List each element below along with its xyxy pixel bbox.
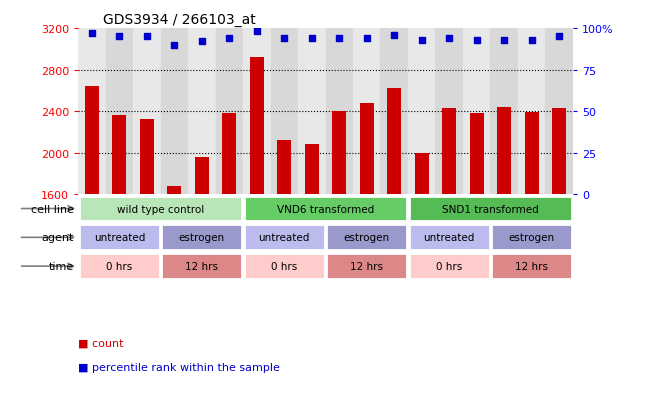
- Bar: [380, 29, 408, 195]
- Point: [361, 36, 372, 42]
- Bar: [552, 109, 566, 195]
- Text: 12 hrs: 12 hrs: [186, 261, 218, 271]
- Bar: [133, 29, 161, 195]
- Point: [251, 29, 262, 36]
- Bar: [470, 114, 484, 195]
- Bar: [546, 29, 573, 195]
- Point: [471, 37, 482, 44]
- Bar: [518, 29, 546, 195]
- FancyBboxPatch shape: [492, 225, 572, 251]
- Bar: [215, 29, 243, 195]
- Text: agent: agent: [42, 233, 74, 243]
- Bar: [223, 114, 236, 195]
- Text: VND6 transformed: VND6 transformed: [277, 204, 374, 214]
- Bar: [326, 29, 353, 195]
- Point: [499, 37, 509, 44]
- Bar: [387, 89, 401, 195]
- FancyBboxPatch shape: [244, 196, 407, 222]
- Point: [307, 36, 317, 42]
- Point: [527, 37, 537, 44]
- Bar: [277, 141, 291, 195]
- FancyBboxPatch shape: [409, 254, 490, 280]
- Bar: [161, 29, 188, 195]
- Point: [389, 32, 400, 39]
- Text: 0 hrs: 0 hrs: [106, 261, 132, 271]
- Point: [279, 36, 290, 42]
- Point: [224, 36, 234, 42]
- Point: [554, 34, 564, 40]
- Bar: [333, 112, 346, 195]
- Text: wild type control: wild type control: [117, 204, 204, 214]
- Bar: [85, 87, 99, 195]
- Text: estrogen: estrogen: [508, 233, 555, 243]
- Text: 0 hrs: 0 hrs: [271, 261, 298, 271]
- Text: 0 hrs: 0 hrs: [436, 261, 462, 271]
- Bar: [436, 29, 463, 195]
- Bar: [113, 116, 126, 195]
- Point: [197, 39, 207, 45]
- Bar: [463, 29, 490, 195]
- Text: 12 hrs: 12 hrs: [350, 261, 383, 271]
- Bar: [195, 157, 209, 195]
- FancyBboxPatch shape: [161, 225, 242, 251]
- Bar: [442, 109, 456, 195]
- FancyBboxPatch shape: [244, 254, 325, 280]
- Text: estrogen: estrogen: [344, 233, 390, 243]
- Point: [142, 34, 152, 40]
- Bar: [353, 29, 380, 195]
- Text: time: time: [49, 261, 74, 271]
- FancyBboxPatch shape: [79, 254, 159, 280]
- Text: untreated: untreated: [94, 233, 145, 243]
- Text: 12 hrs: 12 hrs: [515, 261, 548, 271]
- Text: cell line: cell line: [31, 204, 74, 214]
- Point: [334, 36, 344, 42]
- FancyBboxPatch shape: [79, 225, 159, 251]
- FancyBboxPatch shape: [244, 225, 325, 251]
- Bar: [360, 104, 374, 195]
- Bar: [490, 29, 518, 195]
- FancyBboxPatch shape: [492, 254, 572, 280]
- Bar: [305, 145, 318, 195]
- FancyBboxPatch shape: [161, 254, 242, 280]
- Text: estrogen: estrogen: [179, 233, 225, 243]
- Text: ■ count: ■ count: [78, 338, 124, 348]
- Bar: [298, 29, 326, 195]
- Bar: [188, 29, 215, 195]
- Bar: [525, 113, 538, 195]
- Text: untreated: untreated: [424, 233, 475, 243]
- FancyBboxPatch shape: [409, 196, 572, 222]
- Bar: [415, 153, 428, 195]
- FancyBboxPatch shape: [409, 225, 490, 251]
- Bar: [408, 29, 436, 195]
- Bar: [167, 186, 181, 195]
- Bar: [243, 29, 271, 195]
- FancyBboxPatch shape: [326, 254, 407, 280]
- Bar: [140, 120, 154, 195]
- FancyBboxPatch shape: [326, 225, 407, 251]
- Text: ■ percentile rank within the sample: ■ percentile rank within the sample: [78, 363, 280, 373]
- Point: [444, 36, 454, 42]
- FancyBboxPatch shape: [79, 196, 242, 222]
- Text: SND1 transformed: SND1 transformed: [442, 204, 539, 214]
- Bar: [497, 108, 511, 195]
- Text: untreated: untreated: [258, 233, 310, 243]
- Point: [417, 37, 427, 44]
- Bar: [250, 58, 264, 195]
- Bar: [271, 29, 298, 195]
- Point: [87, 31, 97, 37]
- Point: [169, 42, 180, 49]
- Text: GDS3934 / 266103_at: GDS3934 / 266103_at: [103, 12, 256, 26]
- Bar: [78, 29, 105, 195]
- Point: [114, 34, 124, 40]
- Bar: [105, 29, 133, 195]
